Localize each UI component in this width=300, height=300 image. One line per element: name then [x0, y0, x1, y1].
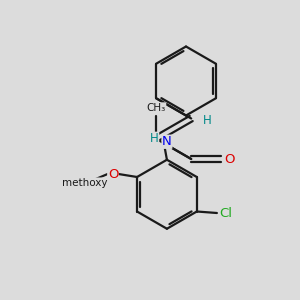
Text: O: O	[224, 152, 235, 166]
Text: H: H	[150, 132, 159, 145]
Text: Cl: Cl	[219, 206, 232, 220]
Text: CH₃: CH₃	[146, 103, 166, 113]
Text: O: O	[108, 167, 118, 181]
Text: N: N	[162, 135, 172, 148]
Text: methoxy: methoxy	[62, 178, 107, 188]
Text: H: H	[203, 113, 212, 127]
